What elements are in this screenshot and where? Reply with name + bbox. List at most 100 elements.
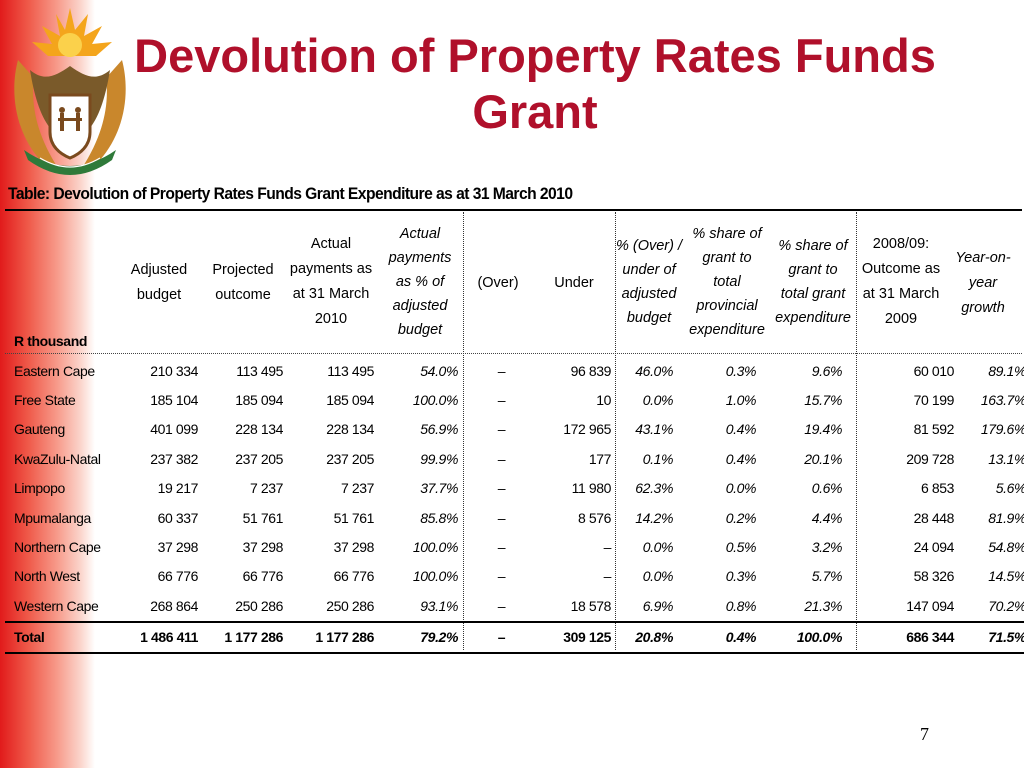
cell-share-provincial: 0.3% — [725, 568, 757, 585]
cell-growth: 70.2% — [988, 597, 1024, 614]
cell-province: Mpumalanga — [14, 509, 91, 526]
cell-under: 8 576 — [577, 509, 611, 526]
cell-province: Free State — [14, 392, 76, 409]
cell-outcome-2008: 28 448 — [913, 509, 955, 526]
cell-actual-payments: 37 298 — [333, 539, 375, 556]
table-row: Mpumalanga 60 337 51 761 51 761 85.8% – 8 576 1… — [5, 503, 1024, 532]
cell-growth: 89.1% — [988, 362, 1024, 379]
cell-under: 10 — [596, 392, 611, 409]
cell-outcome-2008: 147 094 — [906, 597, 954, 614]
cell-over-under-pct: 0.0% — [642, 392, 674, 409]
cell-growth: 179.6% — [980, 421, 1024, 438]
column-divider — [856, 212, 857, 650]
header-adjusted-budget: Adjusted budget — [130, 262, 188, 303]
cell-share-provincial: 0.3% — [725, 362, 757, 379]
table-row: KwaZulu-Natal 237 382 237 205 237 205 99.9% –… — [5, 444, 1024, 473]
cell-outcome-2008: 686 344 — [848, 620, 960, 654]
cell-over-under-pct: 6.9% — [642, 597, 674, 614]
slide-title: Devolution of Property Rates Funds Grant — [134, 29, 936, 138]
table-top-rule — [5, 209, 1022, 211]
cell-outcome-2008: 6 853 — [920, 480, 954, 497]
cell-share-total-grant: 20.1% — [804, 450, 842, 467]
cell-growth: 5.6% — [995, 480, 1024, 497]
header-actual-pct: Actual payments as % of adjusted budget — [388, 226, 452, 338]
cell-under: 96 839 — [570, 362, 612, 379]
header-separator — [5, 353, 1022, 354]
cell-actual-payments: 66 776 — [333, 568, 375, 585]
cell-over-under-pct: 62.3% — [635, 480, 673, 497]
cell-province: KwaZulu-Natal — [14, 450, 101, 467]
cell-growth: 81.9% — [988, 509, 1024, 526]
cell-projected-outcome: 250 286 — [235, 597, 283, 614]
cell-actual-payments: 51 761 — [333, 509, 375, 526]
cell-adjusted-budget: 37 298 — [157, 539, 199, 556]
cell-outcome-2008: 70 199 — [913, 392, 955, 409]
header-under: Under — [554, 275, 594, 291]
cell-share-total-grant: 15.7% — [804, 392, 842, 409]
cell-share-total-grant: 5.7% — [811, 568, 843, 585]
cell-over: – — [497, 509, 506, 526]
unit-label: R thousand — [14, 333, 87, 349]
cell-outcome-2008: 209 728 — [906, 450, 954, 467]
cell-province: Western Cape — [14, 597, 99, 614]
cell-actual-pct: 54.0% — [420, 362, 458, 379]
header-over: (Over) — [477, 275, 519, 291]
cell-projected-outcome: 7 237 — [249, 480, 283, 497]
table-row: North West 66 776 66 776 66 776 100.0% – – 0.0%… — [5, 562, 1024, 591]
cell-over: – — [497, 568, 506, 585]
cell-growth: 163.7% — [980, 392, 1024, 409]
cell-under: 309 125 — [539, 620, 617, 654]
header-actual-payments: Actual payments as at 31 March 2010 — [289, 236, 373, 327]
cell-share-total-grant: 3.2% — [811, 539, 843, 556]
cell-share-provincial: 0.4% — [679, 620, 762, 654]
cell-growth: 54.8% — [988, 539, 1024, 556]
cell-outcome-2008: 24 094 — [913, 539, 955, 556]
cell-share-provincial: 1.0% — [725, 392, 757, 409]
cell-actual-pct: 37.7% — [420, 480, 458, 497]
cell-over-under-pct: 20.8% — [617, 620, 679, 654]
cell-adjusted-budget: 1 486 411 — [117, 620, 204, 654]
cell-projected-outcome: 66 776 — [242, 568, 284, 585]
cell-actual-payments: 185 094 — [326, 392, 374, 409]
cell-share-total-grant: 19.4% — [804, 421, 842, 438]
cell-adjusted-budget: 401 099 — [150, 421, 198, 438]
cell-share-provincial: 0.4% — [725, 421, 757, 438]
cell-actual-pct: 100.0% — [412, 568, 458, 585]
cell-over-under-pct: 0.0% — [642, 539, 674, 556]
cell-adjusted-budget: 66 776 — [157, 568, 199, 585]
cell-outcome-2008: 81 592 — [913, 421, 955, 438]
cell-under: – — [603, 568, 612, 585]
table-row: Gauteng 401 099 228 134 228 134 56.9% – 172 96… — [5, 415, 1024, 444]
cell-growth: 71.5% — [960, 620, 1024, 654]
column-divider — [463, 212, 464, 650]
cell-actual-pct: 93.1% — [420, 597, 458, 614]
cell-adjusted-budget: 268 864 — [150, 597, 198, 614]
table-row: Eastern Cape 210 334 113 495 113 495 54.0% – 9… — [5, 356, 1024, 385]
cell-growth: 13.1% — [988, 450, 1024, 467]
cell-actual-payments: 237 205 — [326, 450, 374, 467]
cell-province: Gauteng — [14, 421, 65, 438]
cell-under: 177 — [588, 450, 612, 467]
table-row: Free State 185 104 185 094 185 094 100.0% –10… — [5, 385, 1024, 414]
cell-over-under-pct: 46.0% — [635, 362, 673, 379]
cell-projected-outcome: 185 094 — [235, 392, 283, 409]
header-outcome-2008: 2008/09: Outcome as at 31 March 2009 — [861, 236, 941, 327]
cell-province: Limpopo — [14, 480, 65, 497]
table-caption: Table: Devolution of Property Rates Fund… — [8, 184, 573, 203]
cell-outcome-2008: 58 326 — [913, 568, 955, 585]
coat-of-arms-logo — [14, 8, 126, 175]
cell-under: – — [603, 539, 612, 556]
cell-projected-outcome: 1 177 286 — [204, 620, 289, 654]
cell-over: – — [497, 362, 506, 379]
cell-over: – — [497, 480, 506, 497]
cell-over-under-pct: 0.1% — [642, 450, 674, 467]
cell-actual-pct: 100.0% — [412, 392, 458, 409]
cell-province: Total — [5, 620, 117, 654]
cell-over: – — [497, 450, 506, 467]
cell-under: 11 980 — [571, 480, 612, 497]
header-projected-outcome: Projected outcome — [212, 262, 274, 303]
cell-adjusted-budget: 210 334 — [150, 362, 198, 379]
cell-growth: 14.5% — [988, 568, 1024, 585]
cell-share-total-grant: 100.0% — [762, 620, 848, 654]
cell-actual-payments: 250 286 — [326, 597, 374, 614]
